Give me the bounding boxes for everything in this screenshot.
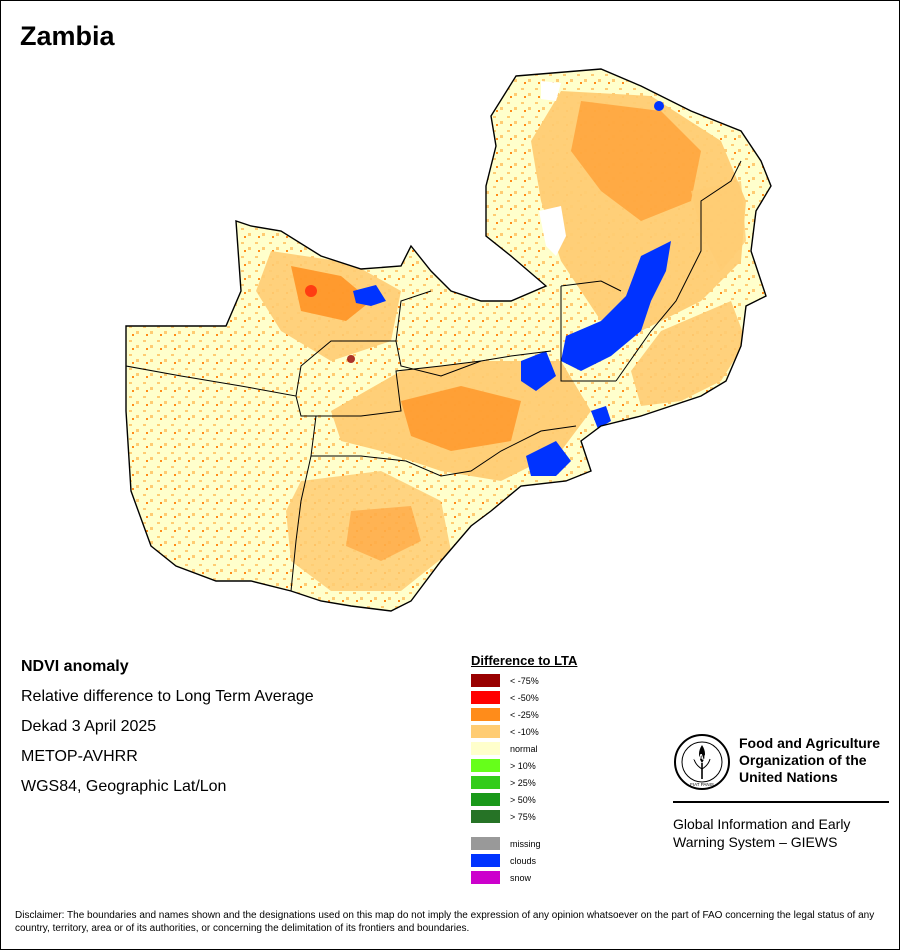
fao-name-line2: Organization of the xyxy=(739,752,867,768)
legend: Difference to LTA < -75% < -50% < -25% < -1… xyxy=(471,653,577,886)
legend-swatch xyxy=(471,837,500,850)
legend-label: > 25% xyxy=(510,777,536,788)
legend-label: > 50% xyxy=(510,794,536,805)
anomaly-zone-north-core xyxy=(571,101,701,221)
legend-label: missing xyxy=(510,838,541,849)
legend-label: > 10% xyxy=(510,760,536,771)
legend-swatch xyxy=(471,810,500,823)
map-title: Zambia xyxy=(20,21,115,51)
anomaly-zone-east xyxy=(631,301,746,406)
legend-item-special-0: missing xyxy=(471,835,577,852)
legend-item-classes-8: > 75% xyxy=(471,808,577,825)
anomaly-patch-nw-1 xyxy=(305,285,317,297)
legend-classes: < -75% < -50% < -25% < -10% normal > 10% > 25%… xyxy=(471,672,577,825)
legend-label: normal xyxy=(510,743,538,754)
legend-item-special-2: snow xyxy=(471,869,577,886)
country-outline xyxy=(125,68,772,612)
fao-name: Food and Agriculture Organization of the… xyxy=(739,735,889,786)
legend-special: missing clouds snow xyxy=(471,835,577,886)
cloud-cover-north xyxy=(654,101,664,111)
fao-name-line1: Food and Agriculture xyxy=(739,735,881,751)
legend-label: clouds xyxy=(510,855,537,866)
legend-label: < -75% xyxy=(510,675,539,686)
legend-swatch xyxy=(471,793,500,806)
period-label: Dekad 3 April 2025 xyxy=(21,718,157,735)
fao-logo-icon: FAO FIAT PANIS xyxy=(674,734,730,790)
legend-label: snow xyxy=(510,872,532,883)
fao-logo-motto: FIAT PANIS xyxy=(690,782,714,787)
anomaly-zone-south-core xyxy=(346,506,421,561)
legend-item-classes-1: < -50% xyxy=(471,689,577,706)
cloud-cover-northwest xyxy=(353,285,386,306)
anomaly-zone-south xyxy=(286,471,451,591)
legend-label: > 75% xyxy=(510,811,536,822)
legend-swatch xyxy=(471,674,500,687)
lake-bangweulu xyxy=(539,206,566,256)
giews-name: Global Information and Early Warning Sys… xyxy=(673,815,889,851)
fao-divider xyxy=(673,801,889,803)
anomaly-patch-nw-2 xyxy=(347,355,355,363)
legend-title: Difference to LTA xyxy=(471,653,578,668)
fao-name-line3: United Nations xyxy=(739,769,838,785)
legend-label: < -25% xyxy=(510,709,539,720)
projection-label: WGS84, Geographic Lat/Lon xyxy=(21,778,227,795)
province-boundaries xyxy=(125,160,742,592)
cloud-cover-south-east xyxy=(526,441,571,476)
giews-line1: Global Information and Early xyxy=(673,816,851,832)
legend-swatch xyxy=(471,871,500,884)
legend-swatch xyxy=(471,776,500,789)
legend-item-special-1: clouds xyxy=(471,852,577,869)
legend-item-classes-6: > 25% xyxy=(471,774,577,791)
map-info: NDVI anomaly Relative difference to Long… xyxy=(21,657,314,807)
legend-swatch xyxy=(471,708,500,721)
legend-item-classes-0: < -75% xyxy=(471,672,577,689)
cloud-cover-east xyxy=(561,241,671,371)
cloud-cover-luangwa xyxy=(591,406,611,429)
legend-item-classes-7: > 50% xyxy=(471,791,577,808)
legend-swatch xyxy=(471,854,500,867)
legend-swatch xyxy=(471,725,500,738)
disclaimer: Disclaimer: The boundaries and names sho… xyxy=(15,910,875,934)
sensor-label: METOP-AVHRR xyxy=(21,748,138,765)
legend-swatch xyxy=(471,742,500,755)
anomaly-zone-central-core xyxy=(401,386,521,451)
legend-item-classes-3: < -10% xyxy=(471,723,577,740)
legend-swatch xyxy=(471,759,500,772)
zambia-ndvi-map xyxy=(125,68,772,612)
fao-logo-letters: FAO xyxy=(694,753,710,762)
cloud-cover-central xyxy=(521,351,556,391)
legend-label: < -10% xyxy=(510,726,539,737)
legend-swatch xyxy=(471,691,500,704)
legend-label: < -50% xyxy=(510,692,539,703)
anomaly-zone-northwest-core xyxy=(291,266,371,321)
legend-item-classes-4: normal xyxy=(471,740,577,757)
legend-item-classes-2: < -25% xyxy=(471,706,577,723)
giews-line2: Warning System – GIEWS xyxy=(673,834,838,850)
product-description: Relative difference to Long Term Average xyxy=(21,688,314,705)
product-name: NDVI anomaly xyxy=(21,658,129,675)
legend-item-classes-5: > 10% xyxy=(471,757,577,774)
lake-mweru-wantipa xyxy=(541,81,561,101)
anomaly-zone-northeast xyxy=(691,181,746,271)
